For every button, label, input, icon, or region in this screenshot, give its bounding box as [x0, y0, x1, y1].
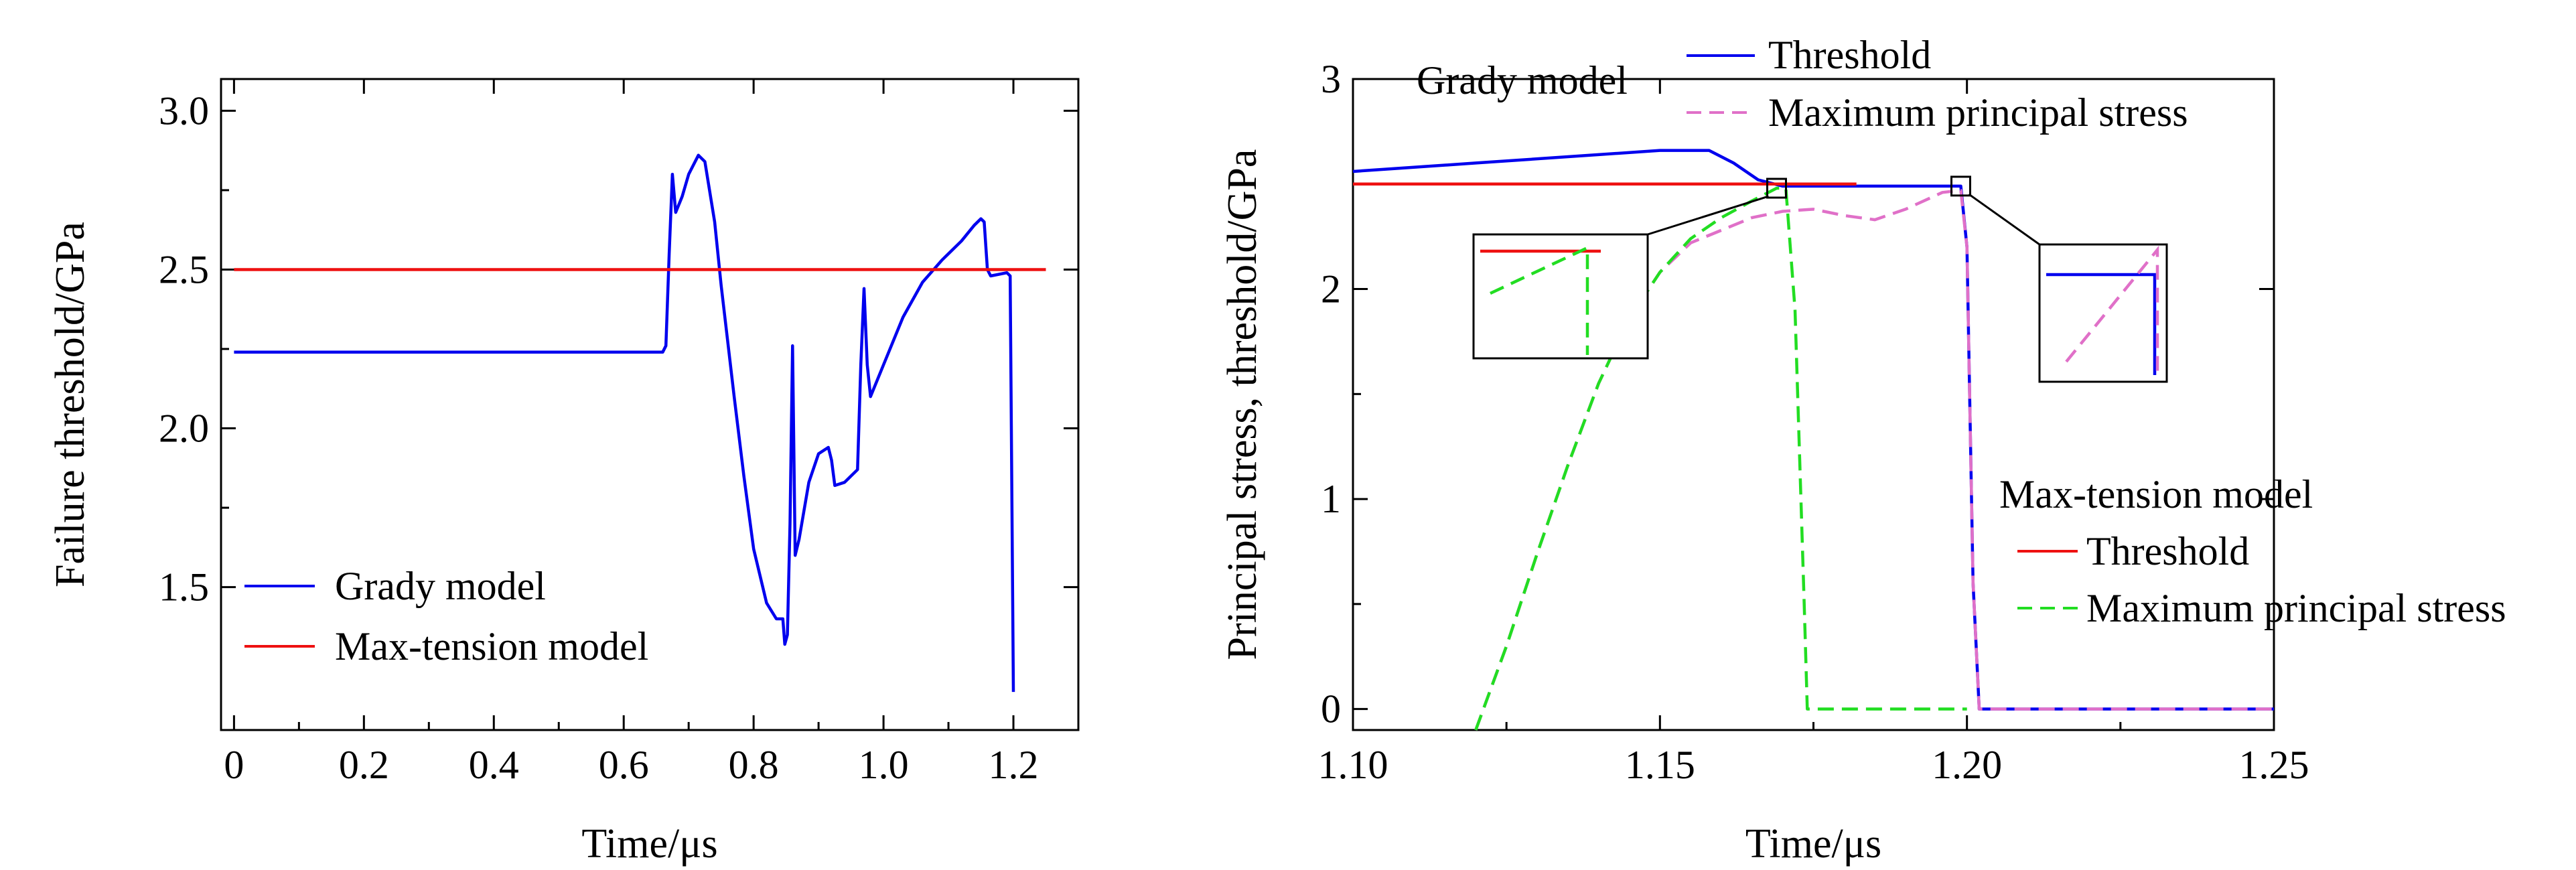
chart1-legend-label-max-tension-stress: Maximum principal stress — [2086, 586, 2506, 630]
chart0-x-tick-label: 0.6 — [599, 743, 649, 787]
zoom-inset-box-0 — [1472, 233, 1649, 360]
chart1-series — [1352, 149, 2274, 731]
inset0-stress-line — [1490, 245, 1589, 355]
chart0-x-tick-label: 0.2 — [339, 743, 389, 787]
chart0-ticks: 0 0.2 0.4 0.6 0.8 1.0 1.2 1.5 2.0 2.5 3.0 — [159, 79, 1078, 787]
chart0-series-line-0 — [234, 153, 1015, 693]
chart0-y-tick-label: 3.0 — [159, 88, 209, 133]
chart0-x-tick-label: 0.4 — [469, 743, 519, 787]
chart1-ticks: 1.10 1.15 1.20 1.25 0 1 2 3 — [1318, 57, 2309, 787]
chart0-legend: Grady model Max-tension model — [244, 564, 648, 668]
chart1-x-axis-label: Time/μs — [1745, 821, 1881, 867]
chart1-legend-title-max-tension: Max-tension model — [1999, 472, 2313, 516]
zoom-connector-0 — [1647, 195, 1769, 236]
chart1-y-tick-label: 0 — [1321, 687, 1341, 731]
chart1-x-tick-label: 1.25 — [2239, 743, 2309, 787]
chart1-legend-title-grady: Grady model — [1417, 58, 1628, 102]
chart0-axes-frame — [220, 78, 1080, 731]
chart1-legend-label-grady-stress: Maximum principal stress — [1768, 90, 2188, 135]
chart0-x-axis-label: Time/μs — [581, 821, 717, 867]
chart0-y-tick-label: 2.5 — [159, 247, 209, 291]
chart0-x-tick-label: 0.8 — [729, 743, 779, 787]
chart1-legend-label-max-tension-threshold: Threshold — [2086, 529, 2249, 573]
chart0-y-axis-label: Failure threshold/GPa — [48, 222, 93, 587]
chart1-x-tick-label: 1.10 — [1318, 743, 1388, 787]
inset1-stress-line — [2065, 245, 2159, 375]
chart1-y-tick-label: 2 — [1321, 267, 1341, 311]
chart0-legend-label-max-tension: Max-tension model — [335, 624, 648, 668]
chart1-y-axis-label: Principal stress, threshold/GPa — [1220, 149, 1265, 660]
inset1-threshold-line — [2046, 273, 2157, 375]
chart0-x-tick-label: 1.2 — [989, 743, 1039, 787]
chart0-legend-label-grady: Grady model — [335, 564, 546, 608]
chart0-x-tick-label: 1.0 — [859, 743, 909, 787]
chart1-x-tick-label: 1.20 — [1932, 743, 2002, 787]
chart0-x-tick-label: 0 — [224, 743, 244, 787]
chart1-series-line-3 — [1474, 186, 1967, 731]
chart1-x-tick-label: 1.15 — [1625, 743, 1695, 787]
chart0-y-tick-label: 2.0 — [159, 407, 209, 451]
chart1-legend-max-tension: Max-tension model Threshold Maximum prin… — [1999, 472, 2506, 630]
zoom-inset-box-1 — [2038, 243, 2168, 383]
chart-failure-threshold: 0 0.2 0.4 0.6 0.8 1.0 1.21.52.02.53.0 Time/μs … — [48, 78, 1080, 867]
chart1-legend-grady: Grady model Threshold Maximum principal … — [1417, 33, 2188, 135]
chart0-y-tick-label: 1.5 — [159, 565, 209, 609]
chart0-series — [234, 153, 1046, 693]
chart1-legend-label-grady-threshold: Threshold — [1768, 33, 1931, 77]
zoom-marker-1 — [1950, 175, 1971, 197]
chart-principal-stress: 1.10 1.15 1.20 1.25 0 1 2 3 Time/μs Principal s… — [1220, 33, 2506, 867]
chart1-zoom-insets — [1472, 175, 2168, 383]
zoom-connector-1 — [1968, 193, 2040, 246]
chart1-y-tick-label: 1 — [1321, 477, 1341, 521]
chart1-axes-frame — [1352, 78, 2275, 731]
zoom-marker-0 — [1766, 177, 1787, 199]
chart1-series-line-1 — [1474, 188, 2274, 731]
chart1-y-tick-label: 3 — [1321, 57, 1341, 101]
